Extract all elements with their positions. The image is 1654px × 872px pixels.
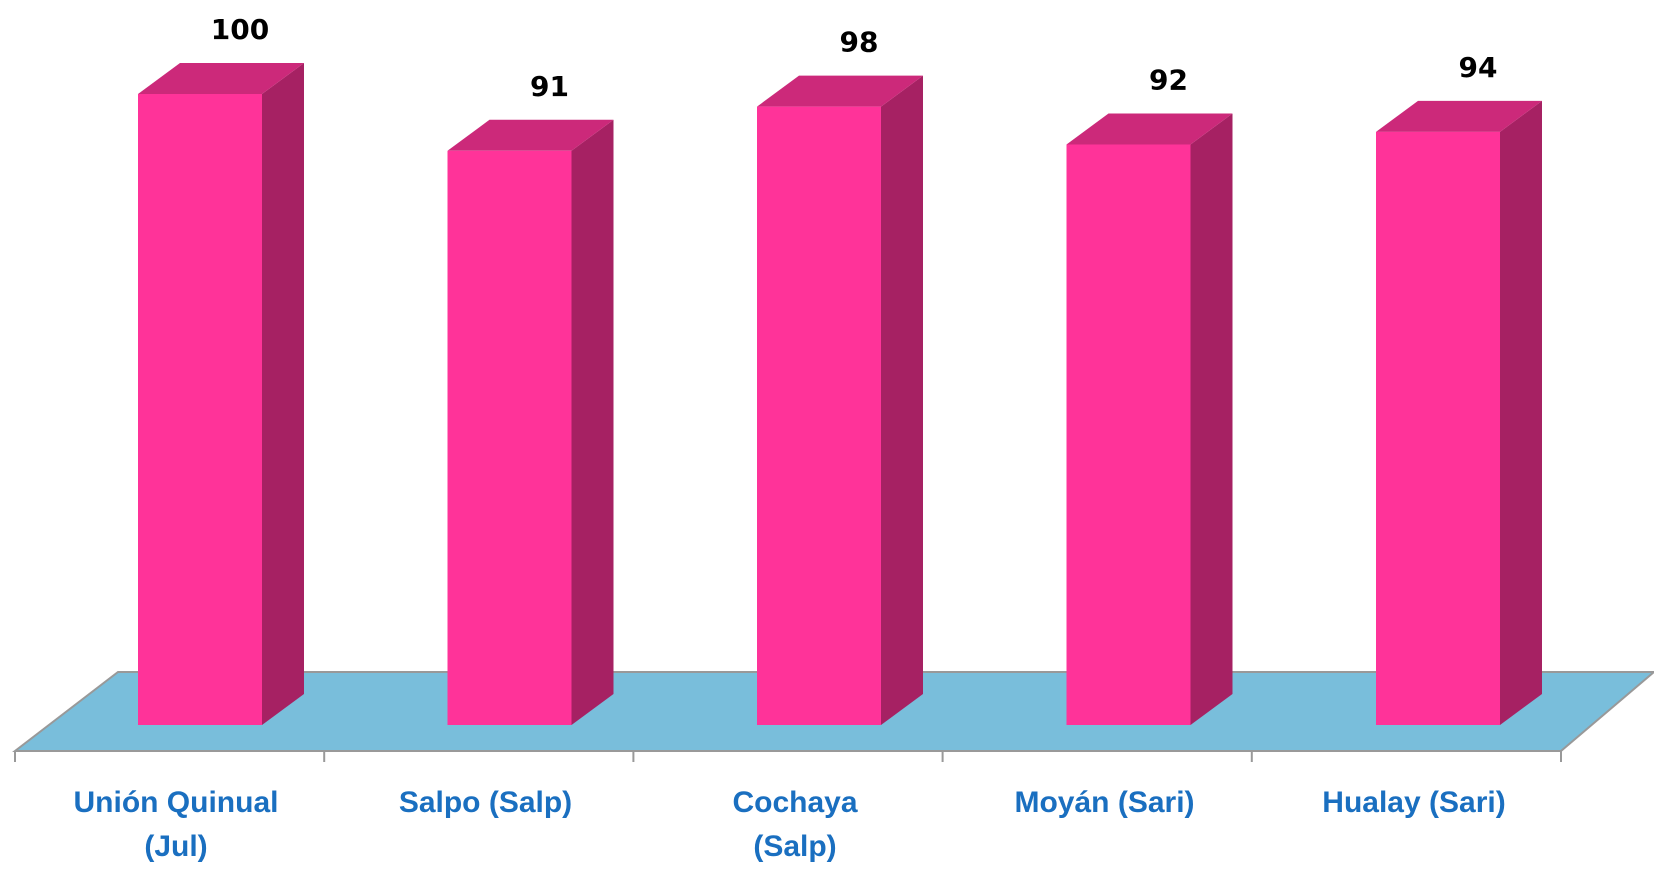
x-tick-label: Hualay (Sari) xyxy=(1322,786,1506,819)
bar xyxy=(138,94,262,725)
bar xyxy=(1066,144,1191,726)
value-label: 100 xyxy=(211,13,269,46)
bar xyxy=(447,150,572,726)
bar-top xyxy=(447,119,614,151)
value-label: 98 xyxy=(840,26,879,59)
bar-side xyxy=(262,63,304,725)
bar-top xyxy=(1066,113,1233,145)
bar-top xyxy=(1376,100,1542,132)
bar xyxy=(757,106,881,726)
x-tick-label: Unión Quinual (Jul) xyxy=(73,786,279,863)
bar-side xyxy=(1500,100,1542,726)
bar-top xyxy=(138,63,304,94)
bar-side xyxy=(571,119,614,726)
x-tick-label: Salpo (Salp) xyxy=(398,786,573,819)
value-label: 94 xyxy=(1459,51,1498,84)
bar-side xyxy=(1190,113,1233,726)
bar-side xyxy=(881,75,923,726)
bar-top xyxy=(757,75,923,107)
x-tick-label: Moyán (Sari) xyxy=(1014,786,1195,819)
bar xyxy=(1376,131,1500,726)
x-tick-label: Cochaya (Salp) xyxy=(732,786,858,863)
value-label: 91 xyxy=(530,70,569,103)
value-label: 92 xyxy=(1149,63,1188,96)
